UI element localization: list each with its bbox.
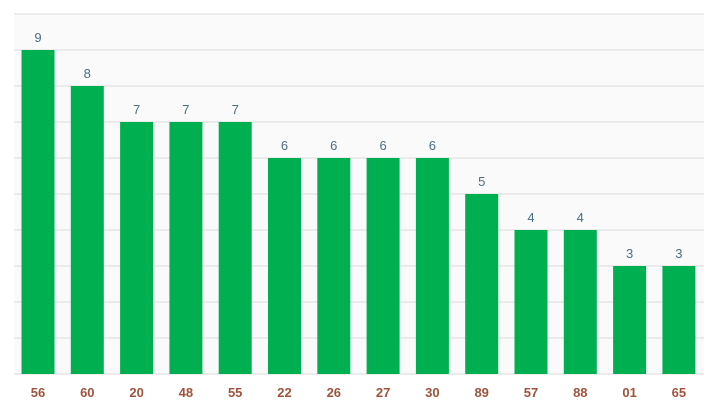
bar-01	[613, 266, 647, 374]
value-label-22: 6	[281, 138, 288, 153]
value-label-55: 7	[232, 102, 239, 117]
bar-20	[120, 122, 154, 374]
category-label-20: 20	[129, 385, 143, 400]
value-label-20: 7	[133, 102, 140, 117]
bar-56	[21, 50, 55, 374]
category-label-26: 26	[327, 385, 341, 400]
category-label-27: 27	[376, 385, 390, 400]
value-label-65: 3	[675, 246, 682, 261]
bar-48	[169, 122, 203, 374]
value-label-89: 5	[478, 174, 485, 189]
bar-89	[465, 194, 499, 374]
bar-88	[563, 230, 597, 374]
category-labels: 56 60 20 48 55 22 26 27 30 89 57 88 01 65	[31, 385, 686, 400]
bar-30	[415, 158, 449, 374]
category-label-48: 48	[179, 385, 193, 400]
value-label-27: 6	[379, 138, 386, 153]
value-label-48: 7	[182, 102, 189, 117]
value-label-26: 6	[330, 138, 337, 153]
value-label-30: 6	[429, 138, 436, 153]
value-label-60: 8	[84, 66, 91, 81]
bar-60	[70, 86, 104, 374]
category-label-30: 30	[425, 385, 439, 400]
bar-55	[218, 122, 252, 374]
category-label-56: 56	[31, 385, 45, 400]
category-label-55: 55	[228, 385, 242, 400]
category-label-89: 89	[474, 385, 488, 400]
bar-26	[317, 158, 351, 374]
bar-65	[662, 266, 696, 374]
value-label-88: 4	[577, 210, 584, 225]
value-labels: 9 8 7 7 7 6 6 6 6 5 4 4 3 3	[34, 30, 682, 261]
category-label-01: 01	[622, 385, 636, 400]
category-label-65: 65	[672, 385, 686, 400]
bar-57	[514, 230, 548, 374]
category-label-88: 88	[573, 385, 587, 400]
bars	[21, 50, 696, 374]
bar-22	[268, 158, 301, 374]
category-label-22: 22	[277, 385, 291, 400]
category-label-60: 60	[80, 385, 94, 400]
category-label-57: 57	[524, 385, 538, 400]
value-label-01: 3	[626, 246, 633, 261]
bar-27	[366, 158, 400, 374]
value-label-57: 4	[527, 210, 534, 225]
value-label-56: 9	[34, 30, 41, 45]
